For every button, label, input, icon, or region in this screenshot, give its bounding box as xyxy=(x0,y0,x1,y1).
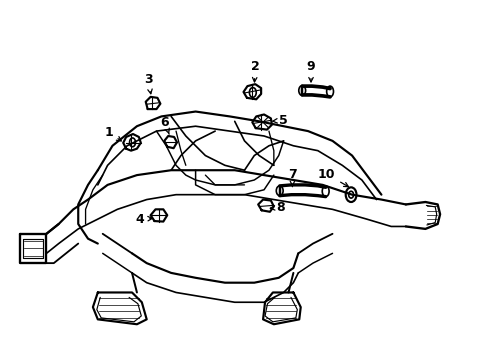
Text: 4: 4 xyxy=(135,213,152,226)
Text: 9: 9 xyxy=(306,60,315,82)
Text: 8: 8 xyxy=(270,201,285,214)
Text: 6: 6 xyxy=(160,116,169,134)
Text: 7: 7 xyxy=(287,168,296,186)
Text: 5: 5 xyxy=(272,114,287,127)
Text: 1: 1 xyxy=(104,126,121,141)
Text: 10: 10 xyxy=(317,168,348,187)
Text: 2: 2 xyxy=(250,60,259,82)
Text: 3: 3 xyxy=(143,73,152,94)
